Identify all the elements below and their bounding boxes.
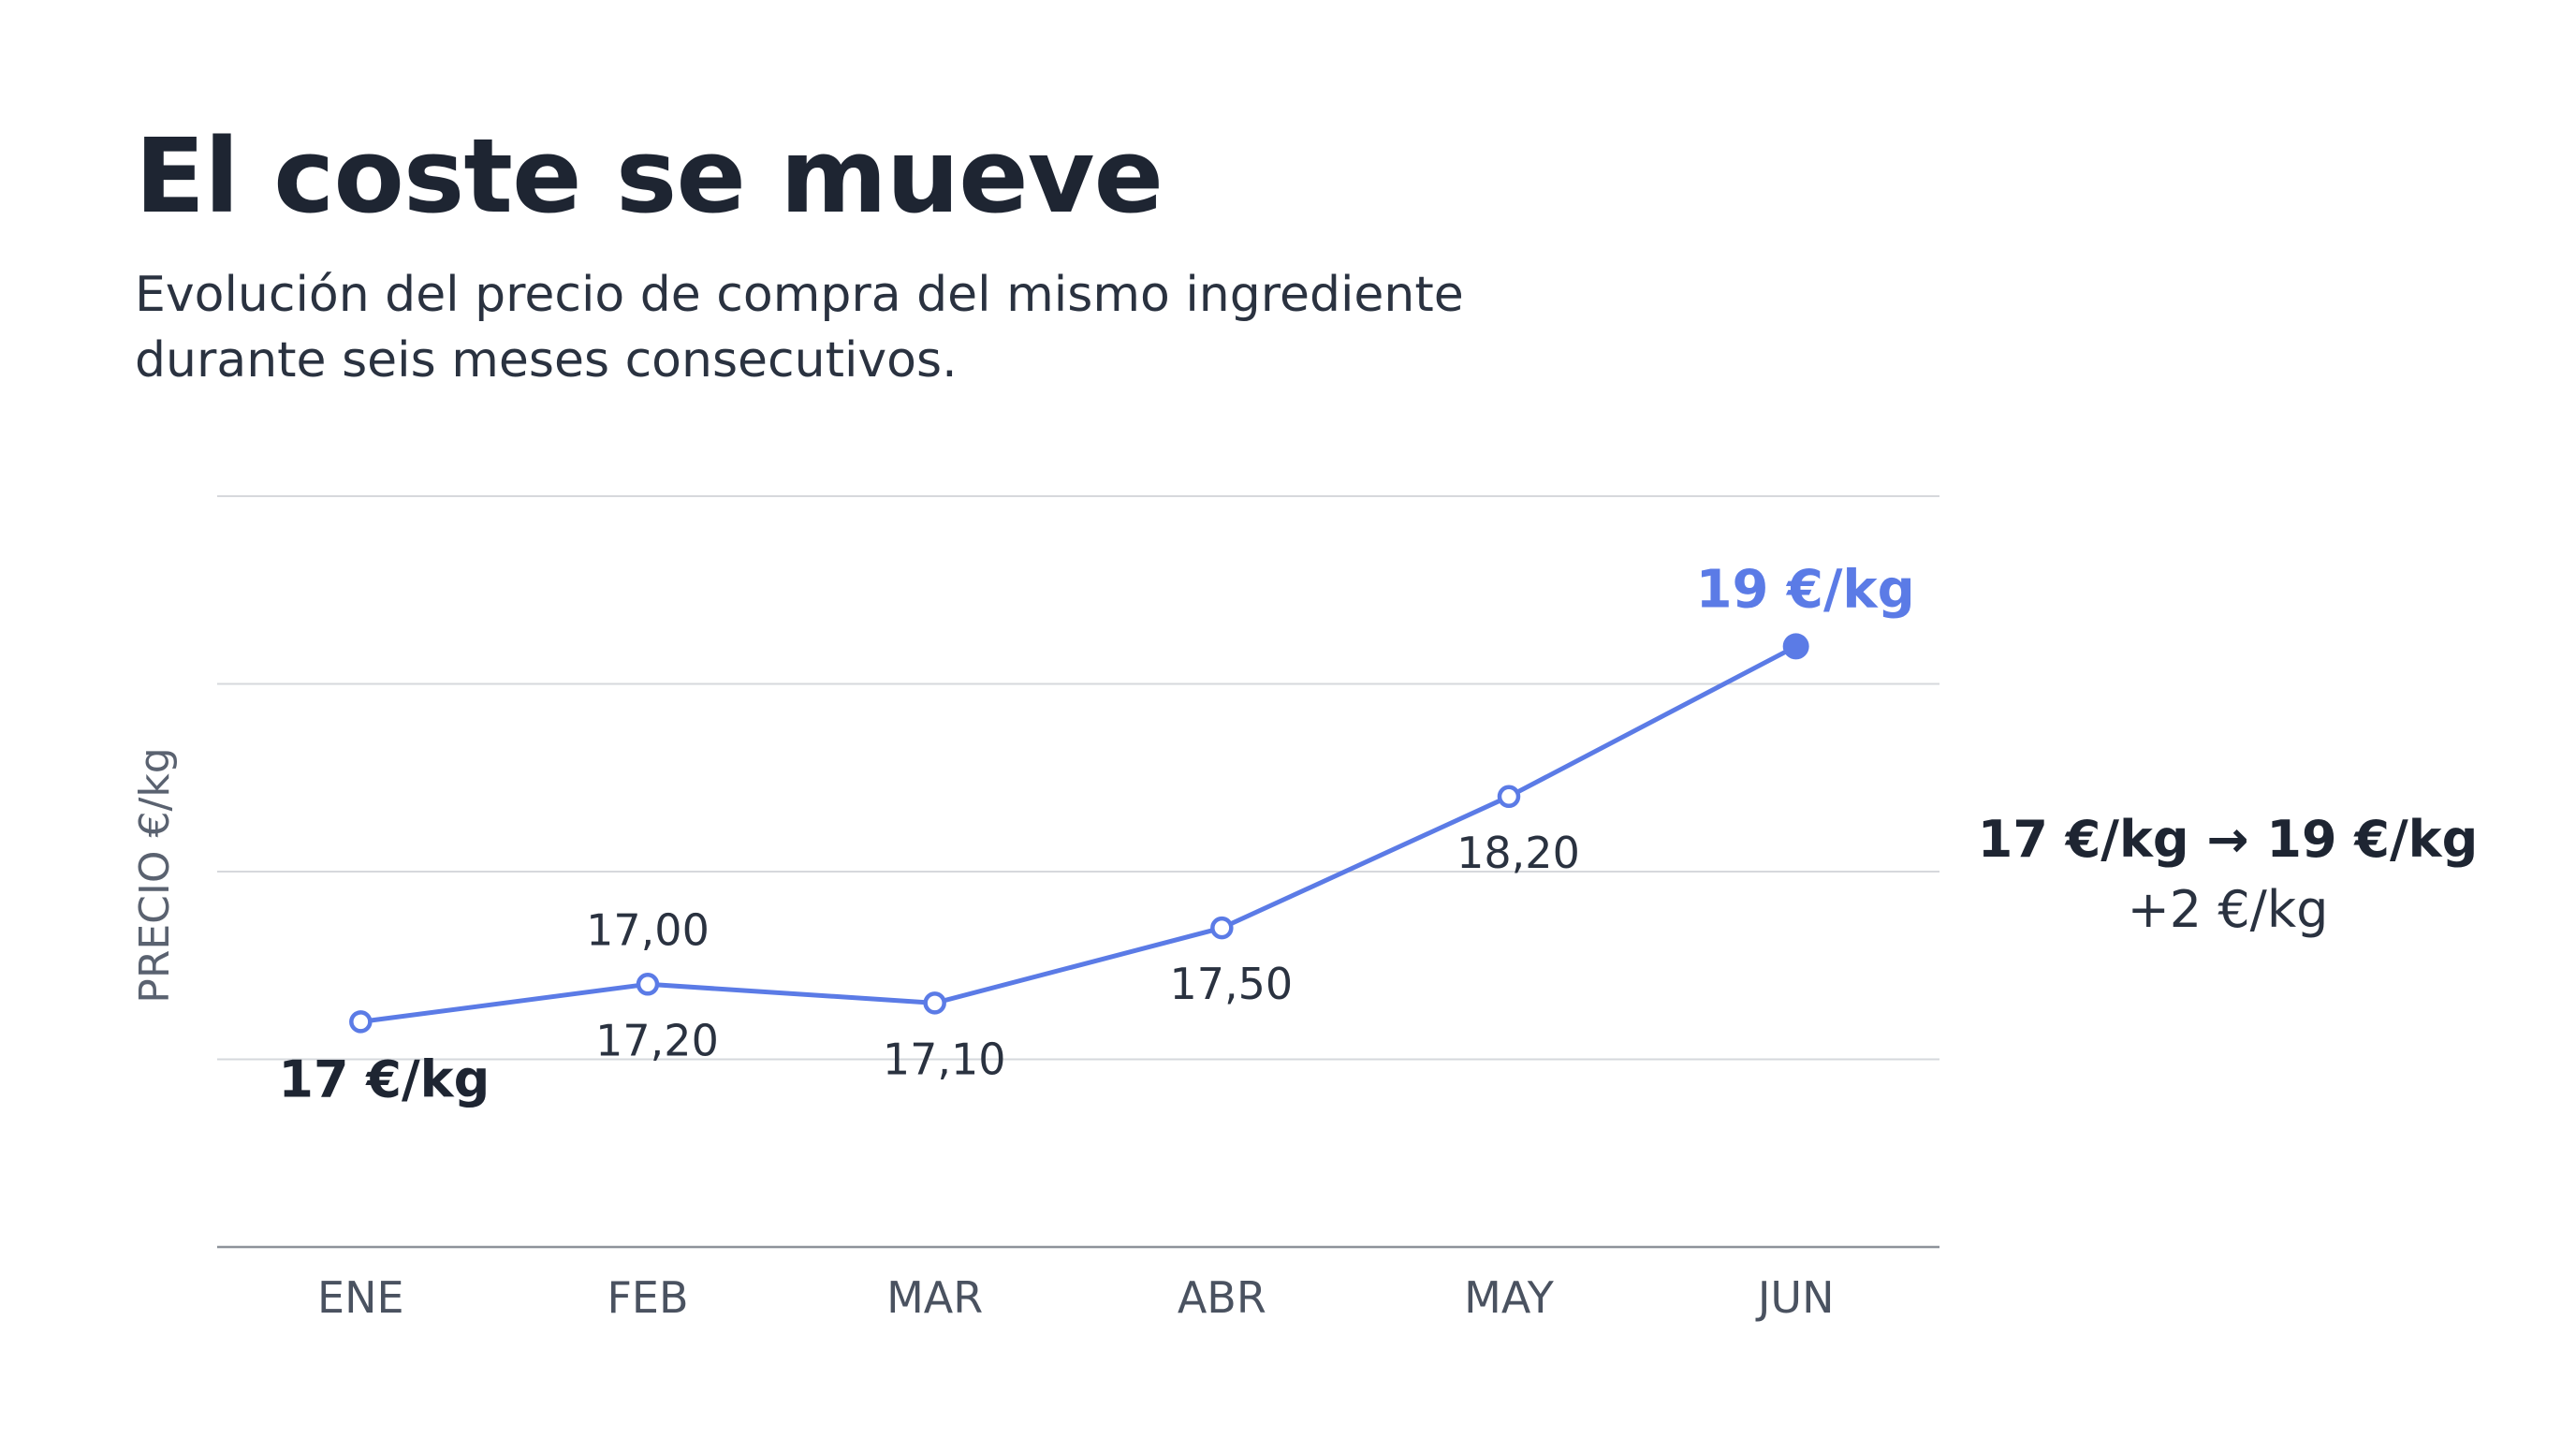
data-point: [1497, 785, 1521, 809]
x-tick-label: ENE: [317, 1272, 404, 1323]
x-tick-label: MAY: [1464, 1272, 1555, 1323]
price-series-line: [360, 644, 1797, 1024]
x-tick-label: ABR: [1178, 1272, 1266, 1323]
data-label: 17,50: [1169, 959, 1293, 1009]
data-point: [923, 991, 946, 1015]
price-change-summary: 17 €/kg → 19 €/kg +2 €/kg: [1956, 803, 2499, 945]
data-point-layer: [349, 633, 1809, 1034]
x-tick-label: FEB: [607, 1272, 688, 1323]
price-change-text: 17 €/kg → 19 €/kg: [1977, 810, 2479, 869]
data-point: [1210, 916, 1234, 940]
price-delta-text: +2 €/kg: [2127, 880, 2329, 940]
x-tick-layer: ENE FEB MAR ABR MAY JUN: [317, 1272, 1834, 1323]
data-label: 17,20: [595, 1015, 719, 1065]
x-tick-label: MAR: [886, 1272, 983, 1323]
y-axis-label: PRECIO €/kg: [131, 747, 179, 1003]
data-label: 18,20: [1456, 828, 1580, 878]
data-point: [349, 1010, 373, 1034]
grid-layer: [217, 495, 1939, 1249]
annotation-label: 17,00: [586, 904, 710, 955]
chart-subtitle: Evolución del precio de compra del mismo…: [135, 267, 1464, 389]
data-point: [636, 973, 660, 996]
data-label-start: 17 €/kg: [278, 1049, 490, 1108]
data-label-end: 19 €/kg: [1696, 559, 1915, 620]
data-point-highlight: [1782, 633, 1809, 660]
data-label-layer: 17 €/kg 17,20 17,10 17,50 18,20 19 €/kg 17,00: [278, 559, 1914, 1108]
x-tick-label: JUN: [1755, 1272, 1835, 1323]
chart-title: El coste se mueve: [135, 116, 1164, 236]
data-label: 17,10: [883, 1034, 1006, 1084]
